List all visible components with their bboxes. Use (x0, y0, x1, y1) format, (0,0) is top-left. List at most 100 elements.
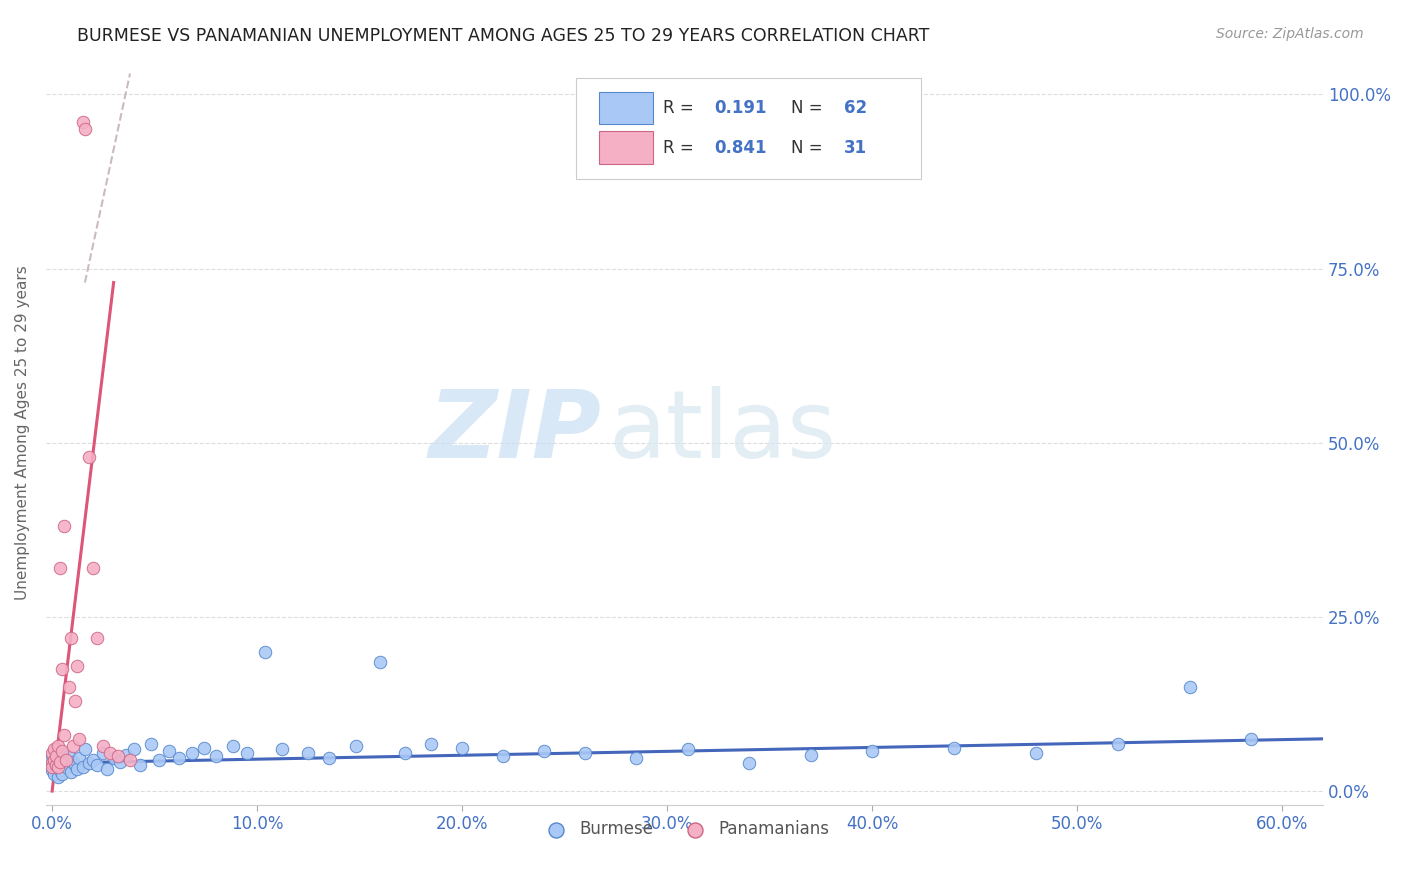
Point (46, 770, 69, 784)
Point (420, 737, 443, 751)
Point (73, 122, 96, 136)
Point (63, 757, 86, 772)
Point (193, 740, 215, 755)
Point (93, 739, 115, 753)
Point (157, 744, 180, 758)
Point (108, 755, 131, 769)
Point (45, 760, 67, 774)
Text: BURMESE VS PANAMANIAN UNEMPLOYMENT AMONG AGES 25 TO 29 YEARS CORRELATION CHART: BURMESE VS PANAMANIAN UNEMPLOYMENT AMONG… (77, 27, 929, 45)
Text: 0.191: 0.191 (714, 99, 766, 117)
Point (46, 760, 69, 774)
Point (44, 753, 66, 767)
Point (1240, 731, 1263, 746)
Point (180, 746, 202, 760)
Point (103, 750, 125, 764)
Point (270, 742, 292, 756)
Point (44, 766, 66, 780)
Point (574, 746, 596, 760)
Legend: Burmese, Panamanians: Burmese, Panamanians (533, 814, 837, 845)
Point (49, 755, 72, 769)
Point (129, 757, 152, 772)
Point (46, 753, 69, 767)
Point (59, 764, 82, 779)
Text: ZIP: ZIP (429, 386, 602, 478)
Point (368, 655, 391, 669)
Point (107, 749, 129, 764)
Point (72, 115, 94, 129)
Point (1025, 746, 1047, 760)
Point (41, 756, 63, 771)
Point (72, 760, 94, 774)
Point (77, 756, 100, 771)
Point (254, 645, 277, 659)
Point (51, 746, 73, 760)
Point (148, 753, 170, 767)
Point (451, 740, 474, 755)
Point (943, 740, 966, 755)
Point (93, 746, 115, 760)
Point (344, 739, 367, 753)
Point (800, 747, 823, 762)
Point (86, 631, 108, 645)
Point (205, 749, 228, 764)
Text: R =: R = (662, 99, 699, 117)
Point (41, 756, 63, 771)
Text: 62: 62 (844, 99, 868, 117)
Point (139, 737, 162, 751)
Point (45, 742, 67, 756)
Point (73, 742, 96, 756)
Point (533, 744, 555, 758)
Point (318, 750, 340, 764)
Point (62, 739, 84, 753)
Point (51, 662, 73, 676)
FancyBboxPatch shape (599, 92, 652, 125)
Point (44, 742, 66, 756)
Point (676, 742, 699, 756)
Point (41, 763, 63, 777)
Point (53, 756, 76, 771)
Point (41, 746, 63, 760)
Point (53, 728, 76, 742)
Point (51, 766, 73, 780)
Text: atlas: atlas (607, 386, 837, 478)
Point (118, 753, 141, 767)
Point (55, 753, 77, 767)
Point (221, 739, 243, 753)
Point (82, 753, 104, 767)
Text: R =: R = (662, 138, 699, 157)
Point (66, 762, 89, 776)
Point (45, 749, 67, 764)
Point (738, 756, 761, 771)
Point (49, 561, 72, 575)
Point (67, 731, 90, 746)
Text: Source: ZipAtlas.com: Source: ZipAtlas.com (1216, 27, 1364, 41)
FancyBboxPatch shape (599, 131, 652, 164)
Point (860, 744, 883, 758)
Point (63, 693, 86, 707)
Point (98, 746, 121, 760)
Point (122, 742, 145, 756)
Point (45, 757, 67, 772)
Point (53, 519, 76, 533)
Point (82, 561, 104, 575)
Point (67, 750, 90, 764)
Point (167, 750, 190, 764)
Point (115, 747, 138, 762)
FancyBboxPatch shape (576, 78, 921, 179)
Point (86, 757, 108, 772)
Point (77, 450, 100, 464)
Point (41, 760, 63, 774)
Point (55, 760, 77, 774)
Point (62, 755, 84, 769)
Point (394, 746, 416, 760)
Point (96, 762, 118, 776)
Point (1107, 737, 1129, 751)
Point (236, 746, 259, 760)
Text: N =: N = (790, 138, 828, 157)
Point (51, 744, 73, 758)
Point (49, 763, 72, 777)
Point (58, 680, 80, 694)
Point (59, 631, 82, 645)
Text: 0.841: 0.841 (714, 138, 766, 157)
Point (58, 749, 80, 764)
